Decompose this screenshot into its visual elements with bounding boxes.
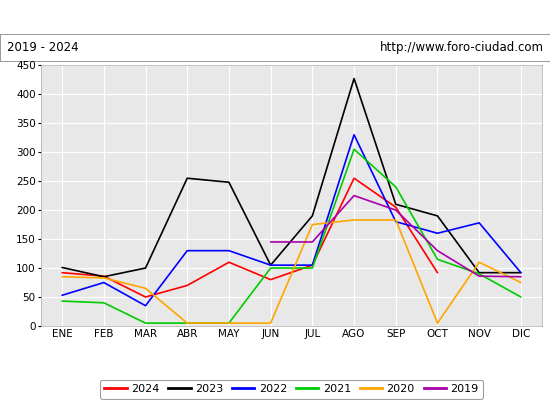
- Text: 2019 - 2024: 2019 - 2024: [7, 41, 78, 54]
- Text: Evolucion Nº Turistas Nacionales en el municipio de Yelo: Evolucion Nº Turistas Nacionales en el m…: [54, 10, 496, 24]
- Legend: 2024, 2023, 2022, 2021, 2020, 2019: 2024, 2023, 2022, 2021, 2020, 2019: [100, 380, 483, 399]
- Text: http://www.foro-ciudad.com: http://www.foro-ciudad.com: [379, 41, 543, 54]
